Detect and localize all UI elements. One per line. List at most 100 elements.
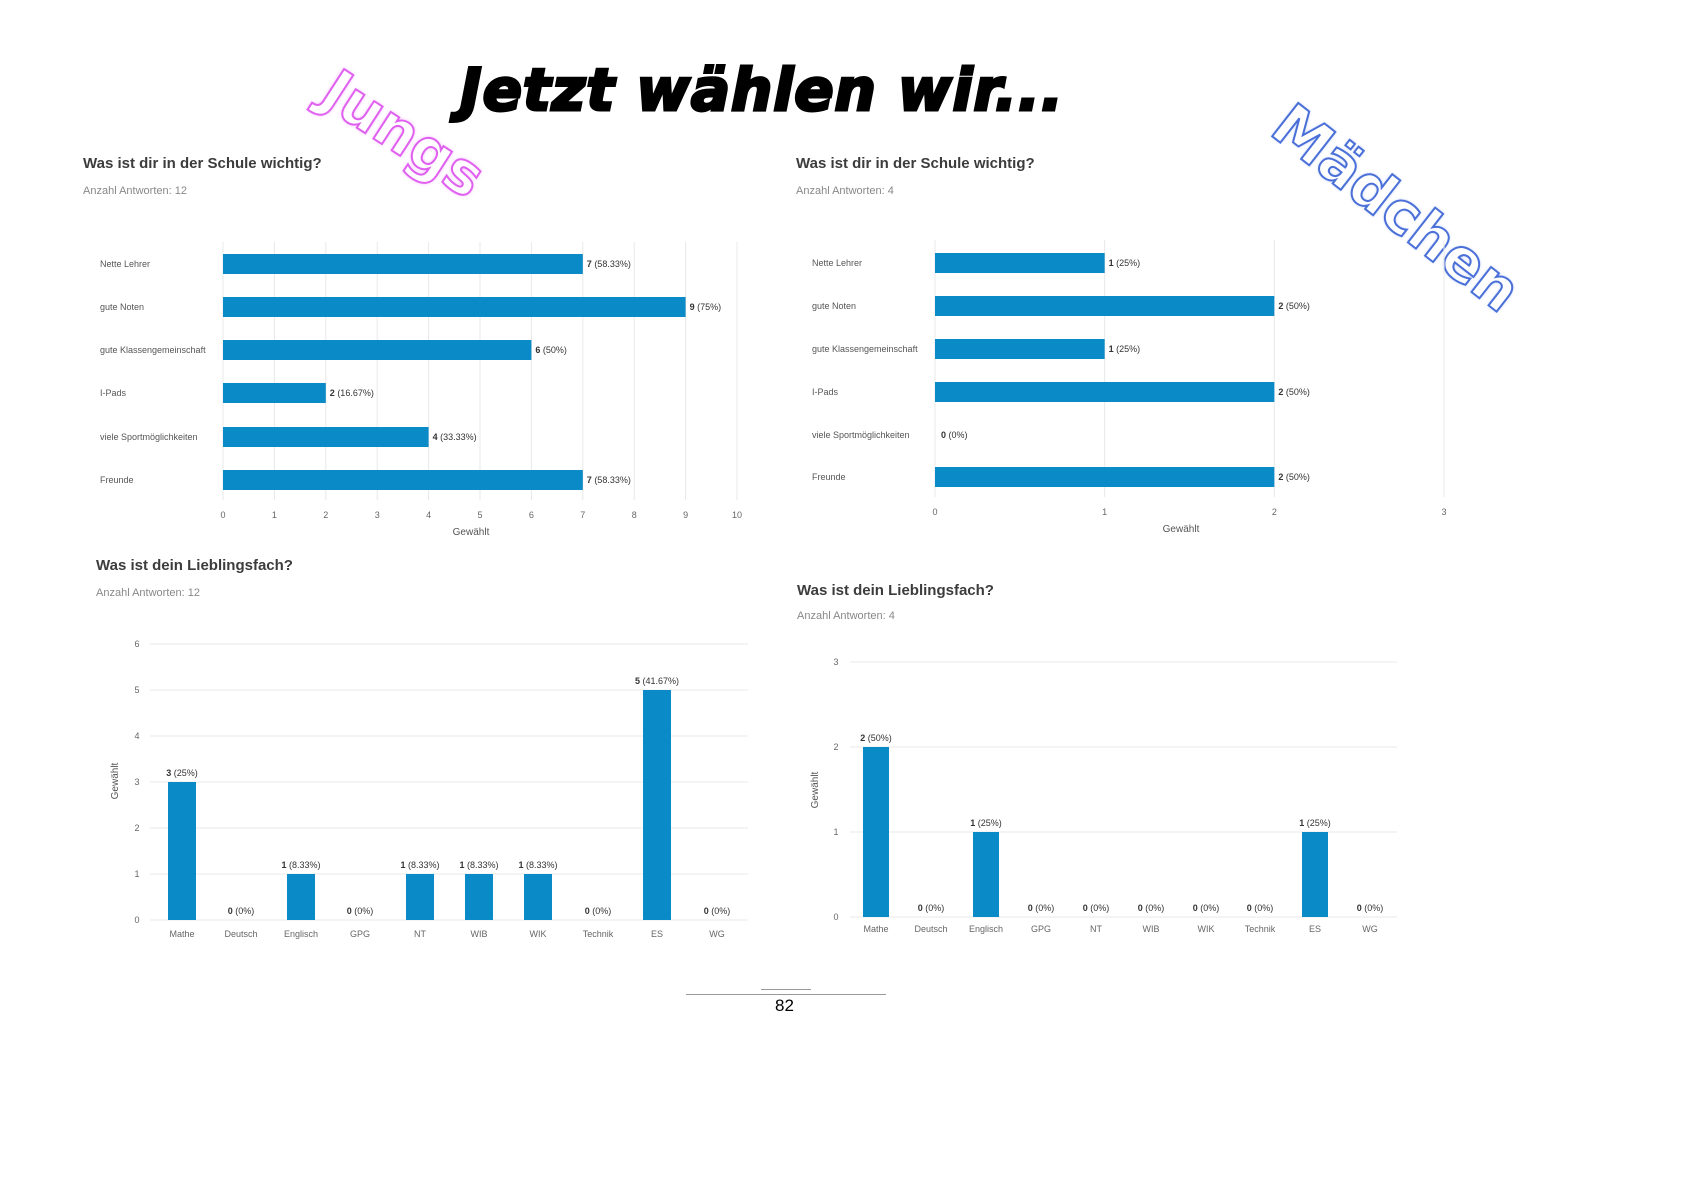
category-label: Deutsch xyxy=(914,924,947,934)
x-tick-label: 0 xyxy=(220,510,225,520)
x-tick-label: 4 xyxy=(426,510,431,520)
x-tick-label: 3 xyxy=(375,510,380,520)
y-axis-label: Gewählt xyxy=(110,762,121,799)
data-label: 1 (8.33%) xyxy=(400,860,439,870)
data-label: 0 (0%) xyxy=(1083,903,1110,913)
data-label: 0 (0%) xyxy=(1193,903,1220,913)
y-tick-label: 3 xyxy=(134,777,139,787)
x-tick-label: 2 xyxy=(323,510,328,520)
y-tick-label: 3 xyxy=(833,657,838,667)
bar xyxy=(863,747,889,917)
data-label: 2 (50%) xyxy=(1278,472,1310,482)
y-tick-label: 4 xyxy=(134,731,139,741)
bar xyxy=(524,874,552,920)
category-label: NT xyxy=(414,929,426,939)
footer-divider xyxy=(686,994,886,995)
data-label: 7 (58.33%) xyxy=(587,259,631,269)
data-label: 0 (0%) xyxy=(347,906,374,916)
y-axis-label: Gewählt xyxy=(810,771,821,808)
data-label: 0 (0%) xyxy=(1138,903,1165,913)
data-label: 0 (0%) xyxy=(941,430,968,440)
bar xyxy=(465,874,493,920)
category-label: ES xyxy=(1309,924,1321,934)
category-label: WIB xyxy=(1143,924,1160,934)
bar xyxy=(1302,832,1328,917)
x-tick-label: 1 xyxy=(1102,507,1107,517)
category-label: GPG xyxy=(350,929,370,939)
bar xyxy=(935,253,1105,273)
category-label: Englisch xyxy=(969,924,1003,934)
footer-short-divider xyxy=(761,989,811,990)
x-tick-label: 8 xyxy=(632,510,637,520)
category-label: Mathe xyxy=(169,929,194,939)
data-label: 0 (0%) xyxy=(228,906,255,916)
category-label: ES xyxy=(651,929,663,939)
data-label: 0 (0%) xyxy=(1247,903,1274,913)
chart4-subtitle: Anzahl Antworten: 4 xyxy=(797,610,895,622)
data-label: 1 (25%) xyxy=(1299,818,1331,828)
chart2-subtitle: Anzahl Antworten: 4 xyxy=(796,185,894,197)
x-tick-label: 7 xyxy=(580,510,585,520)
page-title: Jetzt wählen wir... xyxy=(459,56,1065,124)
bar xyxy=(935,382,1275,402)
bar xyxy=(223,470,583,490)
data-label: 0 (0%) xyxy=(1357,903,1384,913)
bar xyxy=(223,254,583,274)
x-tick-label: 3 xyxy=(1441,507,1446,517)
bar xyxy=(223,427,429,447)
data-label: 5 (41.67%) xyxy=(635,676,679,686)
x-tick-label: 5 xyxy=(477,510,482,520)
data-label: 1 (25%) xyxy=(1109,258,1141,268)
data-label: 1 (8.33%) xyxy=(459,860,498,870)
chart2-title: Was ist dir in der Schule wichtig? xyxy=(796,155,1035,172)
data-label: 2 (50%) xyxy=(1278,387,1310,397)
data-label: 7 (58.33%) xyxy=(587,475,631,485)
category-label: viele Sportmöglichkeiten xyxy=(100,432,198,442)
data-label: 0 (0%) xyxy=(704,906,731,916)
y-tick-label: 0 xyxy=(134,915,139,925)
x-tick-label: 0 xyxy=(932,507,937,517)
data-label: 2 (50%) xyxy=(1278,301,1310,311)
category-label: Nette Lehrer xyxy=(100,259,150,269)
data-label: 2 (50%) xyxy=(860,733,892,743)
chart3-subtitle: Anzahl Antworten: 12 xyxy=(96,587,200,599)
category-label: Englisch xyxy=(284,929,318,939)
category-label: gute Noten xyxy=(100,302,144,312)
bar xyxy=(935,467,1275,487)
x-tick-label: 2 xyxy=(1272,507,1277,517)
y-tick-label: 5 xyxy=(134,685,139,695)
bar xyxy=(973,832,999,917)
x-axis-label: Gewählt xyxy=(1163,524,1200,535)
bar xyxy=(643,690,671,920)
y-tick-label: 2 xyxy=(134,823,139,833)
chart3-title: Was ist dein Lieblingsfach? xyxy=(96,557,293,574)
y-tick-label: 6 xyxy=(134,639,139,649)
data-label: 2 (16.67%) xyxy=(330,388,374,398)
category-label: NT xyxy=(1090,924,1102,934)
category-label: GPG xyxy=(1031,924,1051,934)
bar xyxy=(935,339,1105,359)
category-label: WIB xyxy=(471,929,488,939)
data-label: 1 (25%) xyxy=(970,818,1002,828)
category-label: Nette Lehrer xyxy=(812,258,862,268)
bar xyxy=(168,782,196,920)
category-label: WIK xyxy=(530,929,547,939)
data-label: 3 (25%) xyxy=(166,768,198,778)
category-label: I-Pads xyxy=(100,388,127,398)
bar xyxy=(935,296,1275,316)
data-label: 1 (8.33%) xyxy=(281,860,320,870)
category-label: I-Pads xyxy=(812,387,839,397)
data-label: 4 (33.33%) xyxy=(433,432,477,442)
chart4-title: Was ist dein Lieblingsfach? xyxy=(797,582,994,599)
page-number: 82 xyxy=(775,996,794,1015)
bar xyxy=(287,874,315,920)
category-label: gute Noten xyxy=(812,301,856,311)
data-label: 0 (0%) xyxy=(585,906,612,916)
bar xyxy=(223,340,532,360)
y-tick-label: 0 xyxy=(833,912,838,922)
category-label: WG xyxy=(709,929,725,939)
data-label: 1 (25%) xyxy=(1109,344,1141,354)
category-label: WIK xyxy=(1198,924,1215,934)
data-label: 6 (50%) xyxy=(535,345,567,355)
